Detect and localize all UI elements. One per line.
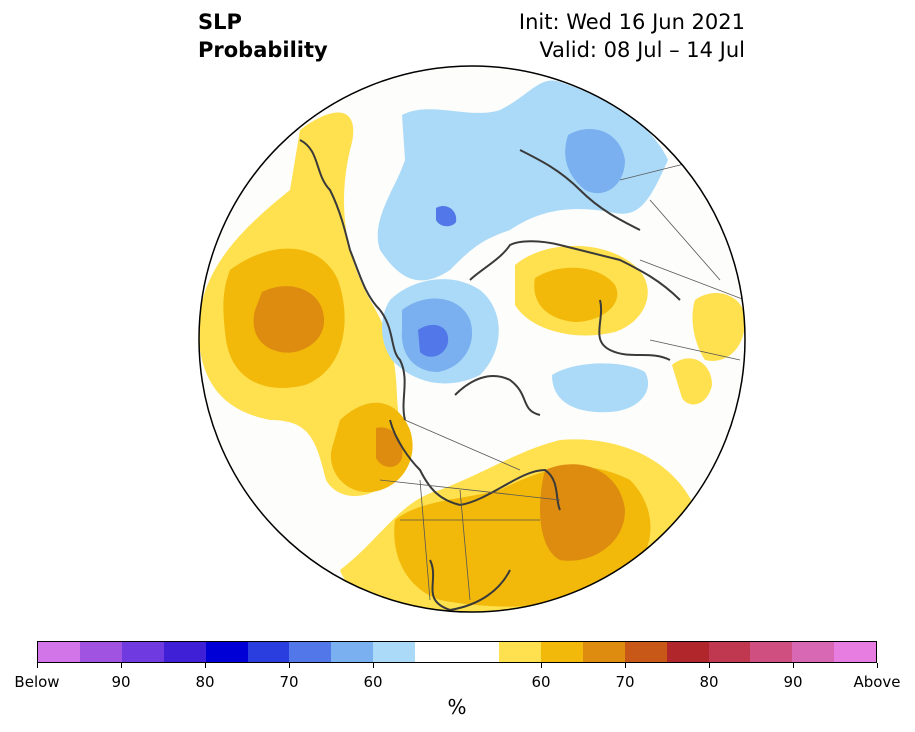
colorbar-cell (457, 642, 499, 662)
date-info: Init: Wed 16 Jun 2021 Valid: 08 Jul – 14… (519, 8, 745, 64)
colorbar-label: 80 (195, 673, 215, 691)
colorbar-cell (163, 642, 206, 662)
polar-map (198, 65, 746, 613)
colorbar-label: 80 (699, 673, 719, 691)
colorbar-label: 90 (111, 673, 131, 691)
colorbar-cell (666, 642, 709, 662)
colorbar-cell (834, 642, 877, 662)
colorbar-tick (288, 663, 290, 668)
below-80-arctic (418, 324, 449, 357)
colorbar-cell (792, 642, 835, 662)
colorbar-tick (204, 663, 206, 668)
colorbar-tick (372, 663, 374, 668)
colorbar-tick (540, 663, 542, 668)
below-60-scandinavia (552, 363, 649, 413)
colorbar-tick (120, 663, 122, 668)
colorbar-cell (415, 642, 458, 662)
probability-layer (199, 80, 745, 612)
above-70-europe (534, 267, 618, 322)
product-label: Probability (198, 38, 328, 62)
coastlines (299, 139, 681, 612)
colorbar-cell (373, 642, 416, 662)
below-70-siberia (565, 128, 625, 194)
colorbar-cell (289, 642, 332, 662)
colorbar-label: 70 (279, 673, 299, 691)
above-60-southeast (672, 358, 712, 405)
colorbar-tick (792, 663, 794, 668)
colorbar-tick (876, 663, 878, 668)
colorbar-tick (708, 663, 710, 668)
colorbar-cell (582, 642, 625, 662)
colorbar-label: 60 (531, 673, 551, 691)
colorbar-unit: % (447, 695, 467, 719)
colorbar-cell (38, 642, 80, 662)
colorbar-label: Below (14, 673, 60, 691)
colorbar-cell (79, 642, 122, 662)
globe-outline (198, 65, 746, 613)
colorbar-cell (121, 642, 164, 662)
borders (379, 159, 745, 601)
above-60-east (692, 292, 745, 361)
colorbar-cell (624, 642, 667, 662)
above-80-pacific (253, 286, 325, 353)
colorbar-cell (331, 642, 374, 662)
valid-range: Valid: 08 Jul – 14 Jul (539, 38, 745, 62)
colorbar (37, 641, 877, 663)
init-date: Init: Wed 16 Jun 2021 (518, 10, 745, 34)
colorbar-cell (205, 642, 248, 662)
colorbar-label: 90 (783, 673, 803, 691)
colorbar-cell (540, 642, 583, 662)
colorbar-tick (36, 663, 38, 668)
chart-title: SLP Probability (198, 8, 328, 64)
colorbar-label: 60 (363, 673, 383, 691)
variable-label: SLP (198, 10, 242, 34)
colorbar-cell (708, 642, 751, 662)
colorbar-cell (498, 642, 541, 662)
colorbar-label: 70 (615, 673, 635, 691)
below-80-small (436, 205, 457, 227)
above-80-atlantic (540, 464, 625, 561)
colorbar-label: Above (853, 673, 901, 691)
colorbar-tick (624, 663, 626, 668)
colorbar-cell (750, 642, 793, 662)
colorbar-cell (247, 642, 290, 662)
